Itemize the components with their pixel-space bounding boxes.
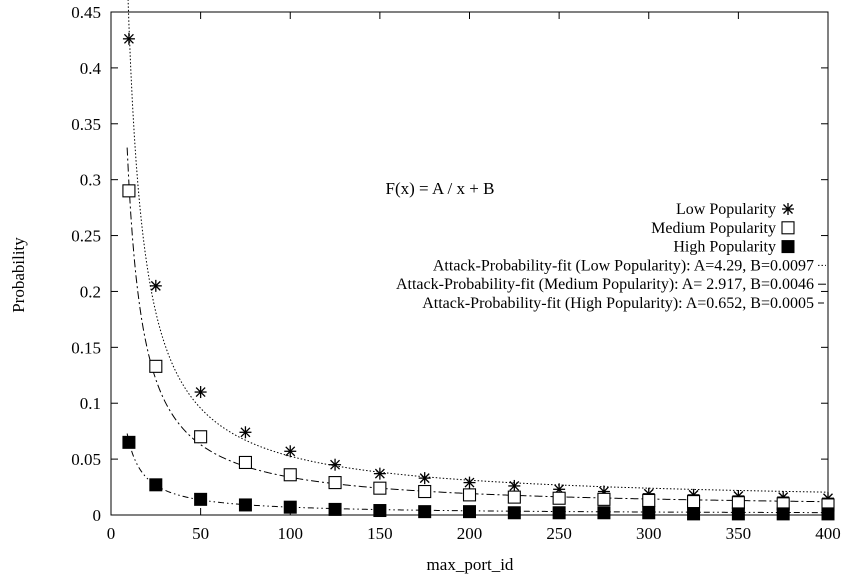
legend-fit-label-2: Attack-Probability-fit (Medium Popularit… bbox=[396, 276, 814, 293]
x-axis-title: max_port_id bbox=[427, 555, 514, 574]
x-tick-label: 300 bbox=[636, 524, 662, 543]
series-3-point bbox=[821, 507, 835, 521]
series-2-point bbox=[731, 496, 745, 510]
series-2-point bbox=[194, 430, 208, 444]
series-1-point bbox=[463, 476, 476, 489]
series-2-point bbox=[373, 481, 387, 495]
series-1-point bbox=[418, 472, 431, 485]
series-2-point bbox=[238, 455, 252, 470]
legend-label-3: High Popularity bbox=[673, 239, 776, 256]
series-3-point bbox=[552, 506, 566, 520]
y-tick-label: 0 bbox=[93, 506, 102, 525]
x-tick-label: 0 bbox=[107, 524, 116, 543]
series-3-point bbox=[418, 505, 432, 519]
y-tick-label: 0.35 bbox=[71, 115, 101, 134]
legend-fit-label-3: Attack-Probability-fit (High Popularity)… bbox=[422, 295, 814, 312]
series-3-point bbox=[463, 505, 476, 519]
series-2-point bbox=[597, 492, 611, 506]
y-tick-label: 0.15 bbox=[71, 338, 101, 357]
series-3-point bbox=[642, 506, 656, 520]
series-3-point bbox=[731, 507, 745, 521]
series-1-point bbox=[239, 426, 252, 439]
series-3-point bbox=[194, 492, 208, 506]
series-1-point bbox=[284, 445, 297, 458]
series-2-point bbox=[122, 184, 136, 198]
axes: 0 50 100 150 200 250 300 350 400 0 0.05 0.1 0.15 0.2 0… bbox=[71, 3, 841, 543]
legend-marker-1 bbox=[782, 203, 794, 215]
series-3-point bbox=[122, 435, 136, 449]
legend: Low Popularity Medium Popularity High Popu… bbox=[396, 201, 826, 312]
x-tick-label: 250 bbox=[546, 524, 572, 543]
y-tick-label: 0.25 bbox=[71, 227, 101, 246]
series-1-point bbox=[329, 458, 342, 471]
data-markers bbox=[122, 32, 835, 521]
y-tick-label: 0.1 bbox=[80, 394, 101, 413]
series-1-point bbox=[194, 386, 207, 399]
y-tick-label: 0.2 bbox=[80, 282, 101, 301]
legend-marker-2 bbox=[781, 221, 795, 235]
series-3-point bbox=[687, 507, 701, 521]
series-3-point bbox=[507, 506, 521, 520]
series-2-point bbox=[687, 495, 701, 509]
y-tick-label: 0.3 bbox=[80, 171, 101, 190]
series-3-point bbox=[149, 478, 163, 492]
x-tick-label: 400 bbox=[815, 524, 841, 543]
series-3-point bbox=[597, 506, 611, 520]
y-tick-label: 0.45 bbox=[71, 3, 101, 22]
series-3-point bbox=[776, 507, 790, 521]
y-axis-title: Probability bbox=[9, 237, 28, 313]
series-1-point bbox=[508, 479, 521, 492]
x-tick-label: 150 bbox=[367, 524, 393, 543]
series-2-point bbox=[507, 490, 521, 504]
series-2-point bbox=[462, 488, 477, 502]
series-3-point bbox=[373, 504, 387, 518]
legend-marker-3 bbox=[781, 240, 795, 254]
x-tick-label: 350 bbox=[726, 524, 752, 543]
x-tick-label: 200 bbox=[457, 524, 483, 543]
series-1-point bbox=[122, 32, 135, 45]
x-tick-label: 100 bbox=[278, 524, 304, 543]
series-1-point bbox=[149, 279, 162, 292]
annotation-formula: F(x) = A / x + B bbox=[386, 179, 495, 198]
series-2-point bbox=[328, 476, 342, 490]
series-3-point bbox=[328, 502, 342, 516]
legend-label-2: Medium Popularity bbox=[651, 220, 776, 237]
y-tick-label: 0.05 bbox=[71, 450, 101, 469]
series-2-point bbox=[552, 491, 566, 505]
series-3-point bbox=[283, 500, 297, 514]
x-tick-label: 50 bbox=[192, 524, 209, 543]
series-2-point bbox=[283, 468, 297, 482]
fit-curves bbox=[126, 0, 829, 514]
series-1-point bbox=[373, 467, 386, 480]
legend-fit-label-1: Attack-Probability-fit (Low Popularity):… bbox=[433, 257, 814, 274]
series-2-point bbox=[418, 484, 432, 499]
series-2-point bbox=[642, 493, 656, 508]
series-3-point bbox=[238, 498, 252, 512]
y-tick-label: 0.4 bbox=[80, 59, 102, 78]
legend-label-1: Low Popularity bbox=[676, 201, 776, 218]
series-2-point bbox=[149, 359, 163, 373]
